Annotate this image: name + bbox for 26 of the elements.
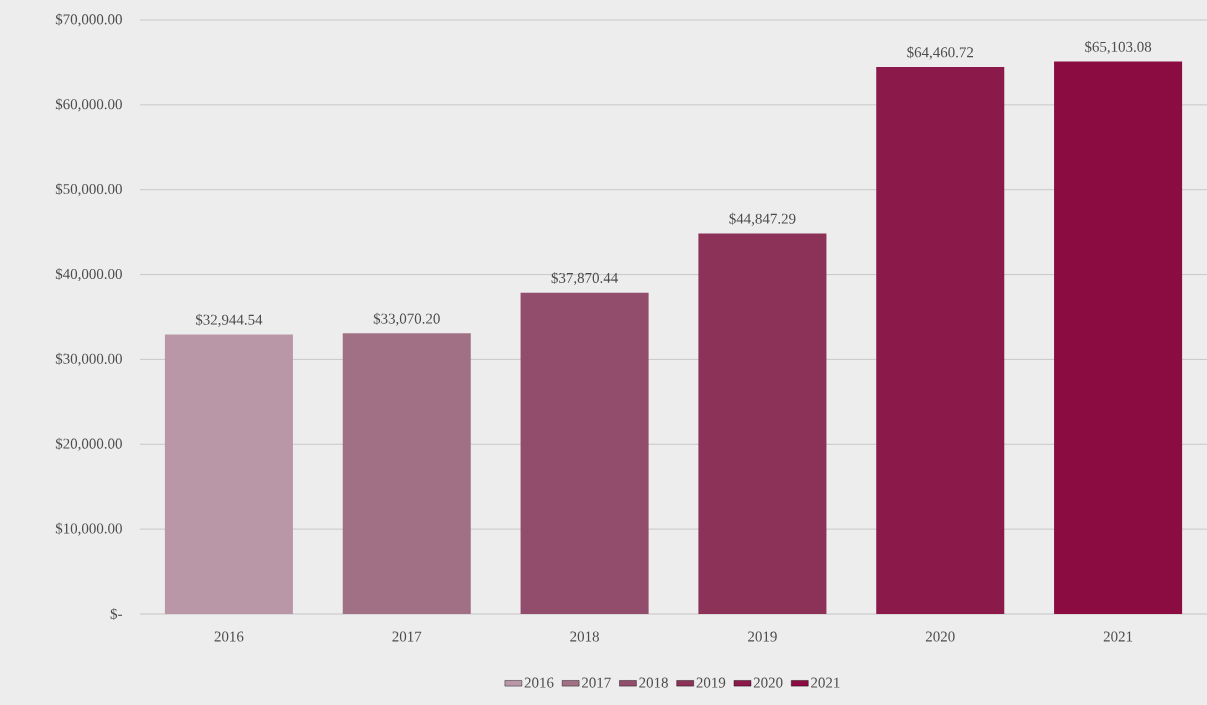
x-tick-label: 2019 (748, 631, 777, 642)
data-label: $64,460.72 (907, 46, 974, 60)
x-tick-label: 2021 (1103, 631, 1133, 642)
data-label: $33,070.20 (373, 312, 440, 326)
legend-label: 2021 (811, 677, 840, 688)
x-tick-label: 2018 (570, 631, 599, 642)
data-label: $37,870.44 (551, 272, 618, 286)
y-tick-label: $20,000.00 (55, 437, 122, 451)
x-tick-label: 2017 (392, 631, 422, 642)
x-tick-label: 2020 (925, 631, 955, 642)
data-label: $65,103.08 (1085, 40, 1152, 55)
y-tick-label: $70,000.00 (55, 13, 122, 27)
legend-label: 2016 (524, 677, 554, 688)
y-tick-label: $- (110, 608, 122, 620)
legend-label: 2020 (753, 677, 783, 688)
y-tick-label: $40,000.00 (55, 268, 122, 282)
y-tick-label: $10,000.00 (55, 522, 122, 536)
legend-label: 2017 (582, 677, 611, 688)
y-tick-label: $30,000.00 (55, 352, 122, 366)
legend-label: 2019 (696, 677, 726, 688)
data-label: $44,847.29 (729, 212, 796, 226)
y-tick-label: $50,000.00 (55, 183, 122, 197)
data-label: $32,944.54 (195, 313, 263, 327)
x-tick-label: 2016 (214, 631, 244, 642)
legend-label: 2018 (639, 677, 668, 688)
y-tick-label: $60,000.00 (55, 98, 122, 112)
